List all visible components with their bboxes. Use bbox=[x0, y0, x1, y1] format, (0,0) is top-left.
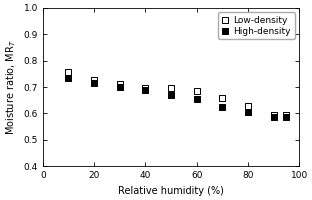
Low-density bbox=[284, 113, 289, 116]
High-density bbox=[284, 116, 289, 119]
Low-density bbox=[117, 83, 122, 86]
Low-density bbox=[194, 89, 199, 93]
Low-density bbox=[246, 104, 251, 107]
High-density bbox=[194, 97, 199, 101]
High-density bbox=[91, 81, 96, 85]
Low-density bbox=[143, 87, 148, 90]
Low-density bbox=[91, 79, 96, 82]
High-density bbox=[117, 85, 122, 89]
Low-density bbox=[220, 96, 225, 99]
High-density bbox=[143, 88, 148, 91]
Low-density bbox=[271, 113, 276, 116]
Legend: Low-density, High-density: Low-density, High-density bbox=[218, 12, 295, 39]
High-density bbox=[220, 105, 225, 108]
Y-axis label: Moisture ratio, MR$_T$: Moisture ratio, MR$_T$ bbox=[4, 39, 18, 135]
High-density bbox=[246, 111, 251, 114]
Low-density bbox=[66, 71, 71, 74]
High-density bbox=[168, 93, 173, 97]
High-density bbox=[271, 116, 276, 119]
Low-density bbox=[168, 87, 173, 90]
X-axis label: Relative humidity (%): Relative humidity (%) bbox=[118, 186, 224, 196]
High-density bbox=[66, 76, 71, 79]
